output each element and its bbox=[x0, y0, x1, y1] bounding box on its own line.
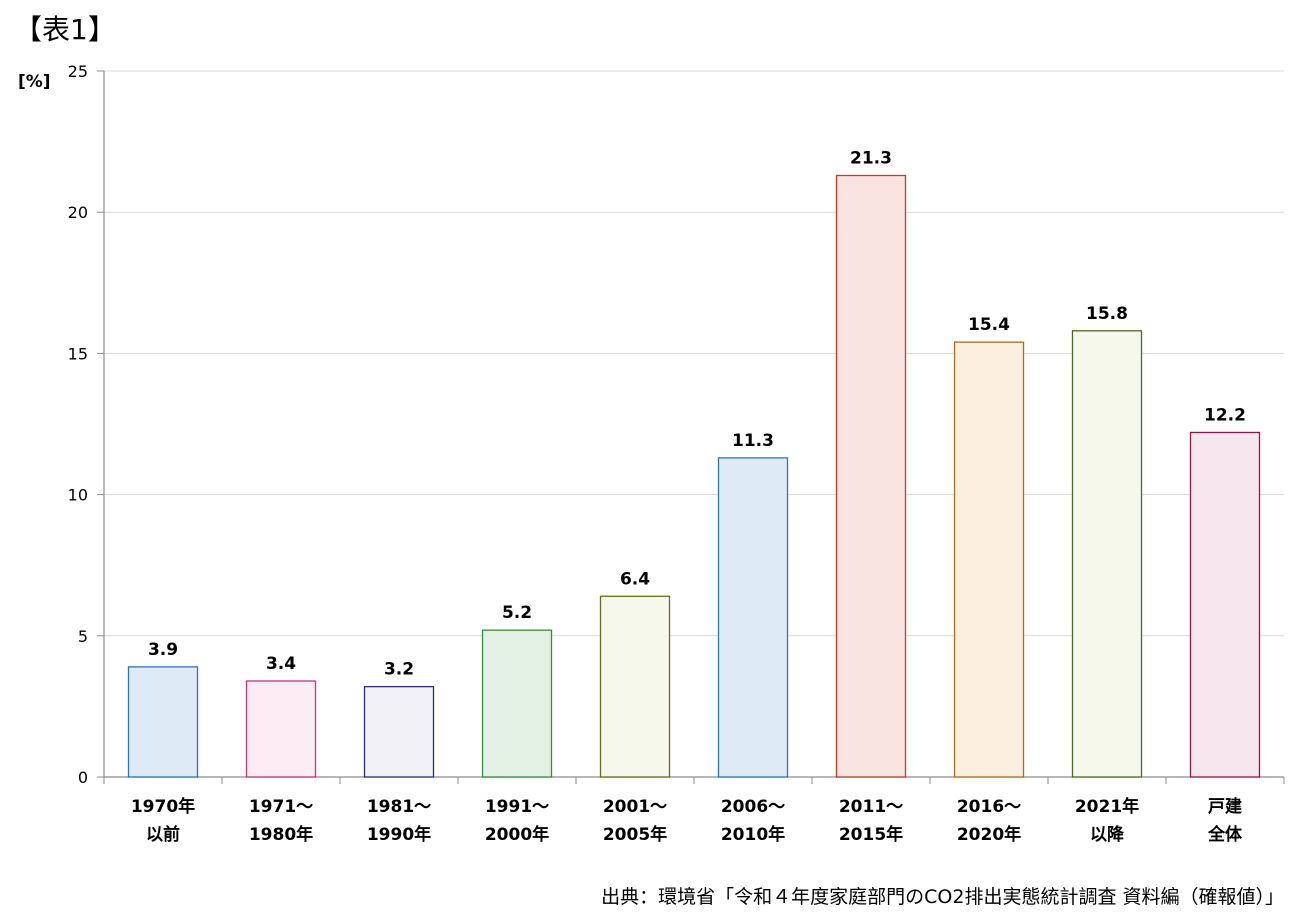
x-tick-label: 2001～ bbox=[603, 797, 667, 817]
x-tick-label: 戸建 bbox=[1208, 796, 1242, 817]
x-tick-label: 2016～ bbox=[957, 797, 1021, 817]
x-tick-label: 1981～ bbox=[367, 797, 431, 817]
x-tick-label: 1970年 bbox=[131, 796, 195, 817]
data-label: 3.9 bbox=[148, 640, 178, 660]
y-tick-label: 0 bbox=[78, 768, 88, 787]
bar bbox=[1071, 330, 1143, 778]
data-label: 5.2 bbox=[502, 603, 532, 623]
x-tick-label: 1980年 bbox=[249, 824, 313, 845]
data-label: 3.4 bbox=[266, 654, 296, 674]
y-tick-label: 20 bbox=[68, 203, 88, 222]
table-label: 【表1】 bbox=[14, 13, 116, 46]
bar bbox=[127, 666, 199, 778]
y-tick-label: 15 bbox=[68, 344, 88, 363]
x-tick-label: 以降 bbox=[1090, 824, 1125, 845]
x-tick-label: 2005年 bbox=[603, 824, 667, 845]
x-tick-label: 全体 bbox=[1207, 824, 1243, 845]
x-tick-label: 2000年 bbox=[485, 824, 549, 845]
data-label: 21.3 bbox=[850, 148, 892, 168]
data-label: 15.8 bbox=[1086, 304, 1128, 324]
bar bbox=[481, 629, 553, 778]
data-label: 6.4 bbox=[620, 569, 650, 589]
x-tick-label: 以前 bbox=[146, 824, 180, 845]
y-axis-unit-label: [%] bbox=[18, 72, 51, 92]
data-label: 15.4 bbox=[968, 315, 1010, 335]
bar bbox=[599, 595, 671, 778]
x-tick-label: 1990年 bbox=[367, 824, 431, 845]
y-tick-label: 5 bbox=[78, 627, 88, 646]
bar bbox=[953, 341, 1025, 778]
x-tick-label: 2011～ bbox=[839, 797, 903, 817]
bar bbox=[717, 457, 789, 778]
x-tick-label: 2015年 bbox=[839, 824, 903, 845]
data-label: 11.3 bbox=[732, 431, 774, 451]
bars bbox=[127, 174, 1261, 778]
x-tick-label: 2010年 bbox=[721, 824, 785, 845]
y-tick-label: 10 bbox=[68, 486, 88, 505]
data-label: 12.2 bbox=[1204, 405, 1246, 425]
y-tick-label: 25 bbox=[68, 62, 88, 81]
bar bbox=[245, 680, 317, 778]
bar bbox=[1189, 431, 1261, 778]
data-label: 3.2 bbox=[384, 660, 414, 680]
x-tick-label: 2020年 bbox=[957, 824, 1021, 845]
source-note: 出典：環境省「令和４年度家庭部門のCO2排出実態統計調査 資料編（確報値）」 bbox=[601, 886, 1284, 908]
x-tick-label: 1991～ bbox=[485, 797, 549, 817]
bar bbox=[363, 685, 435, 778]
data-labels: 3.9 3.4 3.2 5.2 6.4 11.3 21.3 15.4 15.8 12.2 bbox=[148, 148, 1246, 679]
x-tick-label: 2021年 bbox=[1075, 796, 1139, 817]
y-tick-labels: 0 5 10 15 20 25 bbox=[68, 62, 88, 787]
x-tick-label: 1971～ bbox=[249, 797, 313, 817]
bar bbox=[835, 174, 907, 778]
x-tick-label: 2006～ bbox=[721, 797, 785, 817]
